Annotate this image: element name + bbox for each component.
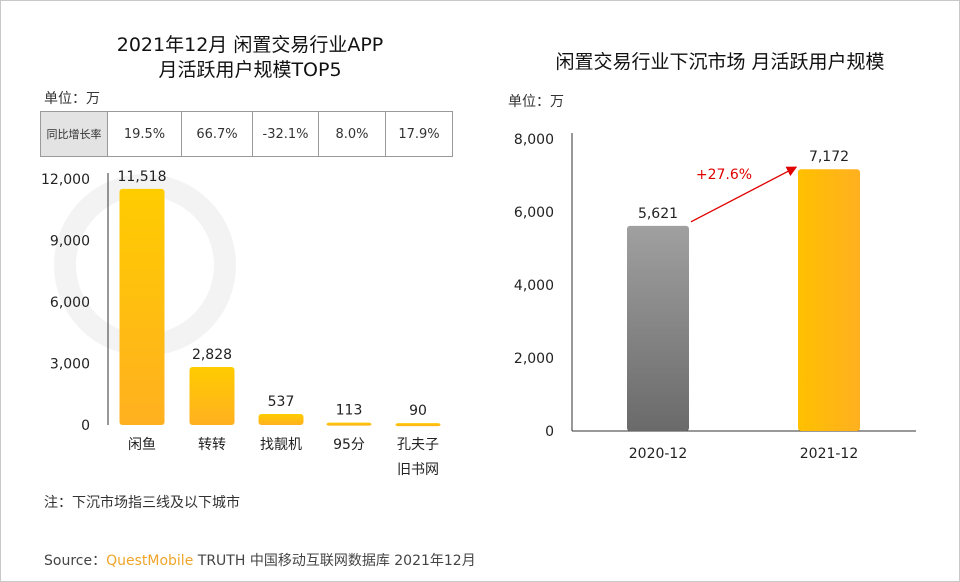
y-tick-label: 2,000 <box>514 351 554 367</box>
bar <box>189 367 235 425</box>
y-tick-label: 4,000 <box>514 278 554 294</box>
x-tick-label: 转转 <box>198 437 226 453</box>
y-tick-label: 8,000 <box>514 132 554 148</box>
bar <box>627 225 689 431</box>
source-brand: QuestMobile <box>106 553 194 569</box>
source-line: Source：QuestMobile TRUTH 中国移动互联网数据库 2021… <box>44 550 476 570</box>
x-tick-label: 闲鱼 <box>128 436 156 453</box>
yoy-cell: 66.7% <box>181 111 253 157</box>
footnote: 注：下沉市场指三线及以下城市 <box>44 495 240 511</box>
x-tick-label: 95分 <box>333 437 365 453</box>
y-tick-label: 6,000 <box>50 295 90 311</box>
bar <box>119 188 165 425</box>
data-label: 11,518 <box>118 169 167 185</box>
x-tick-label: 旧书网 <box>397 462 439 478</box>
yoy-table: 同比增长率 19.5% 66.7% -32.1% 8.0% 17.9% <box>40 111 453 157</box>
y-tick-label: 0 <box>81 418 90 434</box>
data-label: 7,172 <box>809 149 849 165</box>
source-rest: TRUTH 中国移动互联网数据库 2021年12月 <box>193 553 476 569</box>
left-title-line1: 2021年12月 闲置交易行业APP <box>116 34 384 56</box>
right-unit: 单位：万 <box>508 94 564 110</box>
data-label: 90 <box>409 403 427 419</box>
yoy-cell: 8.0% <box>318 111 386 157</box>
left-chart-title: 2021年12月 闲置交易行业APP 月活跃用户规模TOP5 <box>60 33 440 83</box>
y-tick-label: 0 <box>545 424 554 440</box>
bar <box>258 413 304 425</box>
left-title-line2: 月活跃用户规模TOP5 <box>158 59 342 81</box>
y-tick-label: 12,000 <box>41 172 90 188</box>
x-tick-label: 2021-12 <box>800 446 859 462</box>
y-tick-label: 9,000 <box>50 234 90 250</box>
data-label: 5,621 <box>638 206 678 222</box>
growth-arrow <box>690 166 798 223</box>
right-chart-title: 闲置交易行业下沉市场 月活跃用户规模 <box>555 51 885 73</box>
growth-annotation: +27.6% <box>696 167 752 183</box>
bar <box>326 422 372 426</box>
bar <box>798 169 860 432</box>
data-label: 113 <box>336 403 363 419</box>
data-label: 537 <box>268 394 295 410</box>
y-tick-label: 6,000 <box>514 205 554 221</box>
yoy-cell: 17.9% <box>385 111 453 157</box>
left-unit: 单位：万 <box>44 91 100 107</box>
yoy-cell: 19.5% <box>107 111 182 157</box>
x-tick-label: 2020-12 <box>629 446 688 462</box>
yoy-cell: -32.1% <box>252 111 319 157</box>
x-tick-label: 孔夫子 <box>397 437 439 453</box>
source-prefix: Source： <box>44 553 107 569</box>
x-tick-label: 找靓机 <box>260 437 302 453</box>
data-label: 2,828 <box>192 347 232 363</box>
y-tick-label: 3,000 <box>50 357 90 373</box>
bar <box>395 423 441 427</box>
